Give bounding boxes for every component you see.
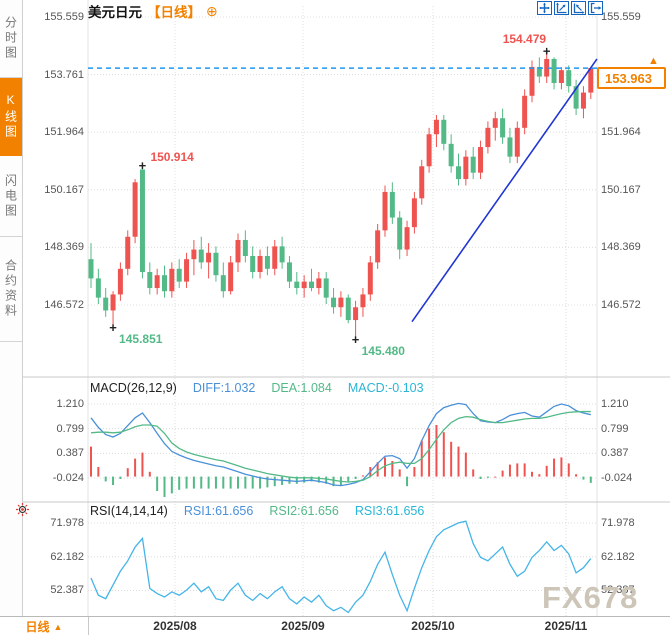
chart-header: 美元日元 【日线】 ⊕ [88, 1, 218, 21]
svg-text:+: + [352, 332, 360, 347]
price-axis-label-left: 151.964 [44, 126, 84, 139]
price-axis-label-left: 148.369 [44, 241, 84, 254]
rsi2-value: RSI2:61.656 [269, 504, 339, 518]
macd-axis-label-left: 1.210 [56, 398, 84, 410]
symbol-title: 美元日元 [88, 5, 142, 20]
price-axis-label-right: 148.369 [601, 241, 641, 254]
price-annotation: 150.914 [150, 149, 194, 164]
sidebar-tab-timeline[interactable]: 分时图 [0, 0, 22, 78]
rsi-name: RSI(14,14,14) [90, 504, 168, 518]
sidebar-tab-kline[interactable]: K线图 [0, 78, 22, 156]
rsi-axis-label-left: 71.978 [50, 517, 84, 529]
price-annotation: 145.480 [361, 343, 405, 358]
price-axis-label-right: 146.572 [601, 298, 641, 311]
macd-header: MACD(26,12,9) DIFF:1.032 DEA:1.084 MACD:… [90, 381, 424, 395]
period-tag: 【日线】 [147, 5, 201, 20]
rsi-header: RSI(14,14,14) RSI1:61.656 RSI2:61.656 RS… [90, 504, 424, 518]
rsi1-value: RSI1:61.656 [183, 504, 254, 518]
price-axis-label-right: 150.167 [601, 183, 641, 196]
price-up-arrow-icon: ▲ [648, 55, 659, 68]
svg-text:+: + [109, 320, 117, 335]
period-selector-label: 日线 [25, 620, 50, 634]
toolbar [537, 1, 603, 15]
macd-dea-value: DEA:1.084 [271, 381, 332, 395]
rsi-settings-icon[interactable] [15, 502, 30, 522]
price-annotation: 145.851 [119, 332, 163, 347]
macd-axis-label-right: 1.210 [601, 398, 629, 410]
macd-diff-value: DIFF:1.032 [192, 381, 256, 395]
svg-text:+: + [139, 158, 147, 173]
x-axis-label: 2025/10 [411, 619, 455, 633]
current-price-box: 153.963 [597, 67, 666, 90]
x-axis-label: 2025/11 [544, 619, 588, 633]
price-axis-label-right: 155.559 [601, 11, 641, 23]
add-indicator-icon[interactable]: ⊕ [206, 2, 218, 19]
svg-text:+: + [543, 44, 551, 59]
move-crosshair-icon[interactable] [537, 1, 552, 15]
macd-axis-label-right: -0.024 [601, 472, 633, 485]
price-axis-label-left: 153.761 [44, 68, 84, 81]
period-selector[interactable]: 日线 ▲ [0, 617, 89, 635]
rsi-axis-label-left: 52.387 [50, 584, 84, 597]
period-selector-arrow-icon: ▲ [53, 621, 63, 632]
axis-scale-left-icon[interactable] [554, 1, 569, 15]
rsi-axis-label-left: 62.182 [50, 550, 84, 563]
macd-axis-label-left: -0.024 [52, 472, 84, 485]
sidebar: 分时图 K线图 闪电图 合约资料 [0, 0, 23, 616]
price-axis-label-left: 150.167 [44, 183, 84, 196]
sidebar-tab-lightning[interactable]: 闪电图 [0, 156, 22, 237]
price-axis-label-left: 146.572 [44, 298, 84, 311]
macd-name: MACD(26,12,9) [90, 381, 177, 395]
fx678-watermark: FX678 [542, 580, 639, 615]
axis-scale-right-icon[interactable] [571, 1, 586, 15]
rsi-axis-label-right: 62.182 [601, 550, 635, 563]
rsi3-value: RSI3:61.656 [354, 504, 425, 518]
price-axis-label-left: 155.559 [44, 11, 84, 23]
chart-canvas[interactable]: + + + + [0, 0, 670, 616]
macd-axis-label-right: 0.799 [601, 422, 629, 435]
x-axis-label: 2025/08 [153, 619, 197, 633]
price-axis-label-right: 151.964 [601, 126, 641, 139]
macd-axis-label-right: 0.387 [601, 447, 629, 460]
bottom-bar: 日线 ▲ 2025/08 2025/09 2025/10 2025/11 [0, 616, 670, 635]
rsi-axis-label-right: 52.387 [601, 584, 635, 597]
sidebar-tab-contract-info[interactable]: 合约资料 [0, 237, 22, 342]
rsi-axis-label-right: 71.978 [601, 517, 635, 529]
macd-axis-label-left: 0.799 [56, 422, 84, 435]
price-annotation: 154.479 [502, 31, 547, 46]
exit-chart-icon[interactable] [588, 1, 603, 15]
x-axis-label: 2025/09 [281, 619, 325, 633]
macd-axis-label-left: 0.387 [56, 447, 84, 460]
macd-macd-value: MACD:-0.103 [347, 381, 424, 395]
